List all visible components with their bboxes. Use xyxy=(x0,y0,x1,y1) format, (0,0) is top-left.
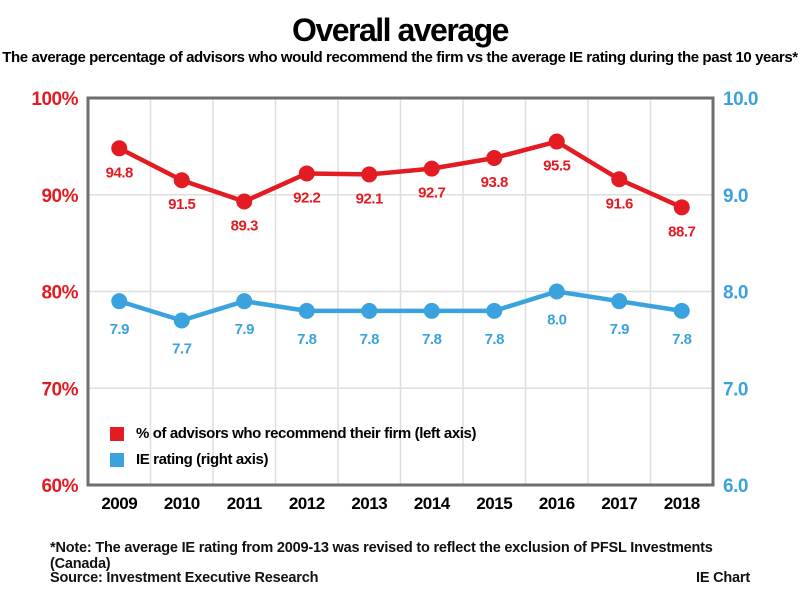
left-axis-tick-label: 60% xyxy=(41,476,78,497)
credit-line: IE Chart xyxy=(696,570,750,586)
blue-series-data-label: 7.9 xyxy=(610,321,630,338)
chart-subtitle: The average percentage of advisors who w… xyxy=(2,49,798,66)
blue-series-data-label: 7.8 xyxy=(422,331,442,348)
right-axis-tick-label: 8.0 xyxy=(723,283,748,304)
legend-label-ie-rating: IE rating (right axis) xyxy=(136,451,269,468)
blue-series-data-label: 7.8 xyxy=(485,331,505,348)
blue-series-marker xyxy=(298,302,315,319)
left-axis-tick-label: 90% xyxy=(41,186,78,207)
red-series-marker xyxy=(611,171,628,188)
blue-series-marker xyxy=(611,293,628,310)
blue-series-data-label: 7.8 xyxy=(672,331,692,348)
blue-series-marker xyxy=(361,302,378,319)
blue-series-data-label: 7.8 xyxy=(297,331,317,348)
left-axis-tick-label: 100% xyxy=(31,89,78,110)
red-series-data-label: 89.3 xyxy=(231,218,258,235)
legend-item-recommend: % of advisors who recommend their firm (… xyxy=(110,425,476,442)
left-axis-tick-label: 70% xyxy=(41,379,78,400)
x-axis-year-label: 2015 xyxy=(476,494,512,513)
source-line: Source: Investment Executive Research xyxy=(50,570,319,586)
red-series-marker xyxy=(423,160,440,177)
blue-series-marker xyxy=(173,312,190,329)
legend-label-recommend: % of advisors who recommend their firm (… xyxy=(136,425,477,442)
x-axis-year-label: 2017 xyxy=(601,494,637,513)
plot-frame xyxy=(86,96,715,487)
blue-series-marker xyxy=(236,293,253,310)
red-series-data-label: 95.5 xyxy=(543,158,570,175)
blue-series-data-label: 7.9 xyxy=(235,321,255,338)
red-series-data-label: 93.8 xyxy=(481,174,508,191)
blue-series-marker xyxy=(548,283,565,300)
right-axis-tick-label: 6.0 xyxy=(723,476,748,497)
right-axis-tick-label: 9.0 xyxy=(723,186,748,207)
red-series-marker xyxy=(486,149,503,166)
footnote: *Note: The average IE rating from 2009-1… xyxy=(50,540,713,572)
x-axis-year-label: 2016 xyxy=(539,494,575,513)
right-axis-tick-label: 7.0 xyxy=(723,379,748,400)
red-series-line xyxy=(117,139,684,210)
blue-series-marker xyxy=(486,302,503,319)
red-series-marker xyxy=(361,166,378,183)
red-series-data-label: 94.8 xyxy=(106,164,133,181)
x-axis-year-label: 2013 xyxy=(351,494,387,513)
x-axis-year-label: 2009 xyxy=(101,494,137,513)
x-axis-year-label: 2018 xyxy=(664,494,700,513)
blue-series-swatch xyxy=(110,452,124,467)
chart-title: Overall average xyxy=(292,12,509,48)
blue-series-data-label: 7.9 xyxy=(110,321,130,338)
x-axis-year-label: 2011 xyxy=(227,494,262,513)
chart-legend: % of advisors who recommend their firm (… xyxy=(110,425,476,468)
x-axis-year-label: 2010 xyxy=(164,494,200,513)
red-series-data-label: 88.7 xyxy=(668,223,695,240)
blue-series-marker xyxy=(423,302,440,319)
red-series-data-label: 92.1 xyxy=(356,190,383,207)
red-series-data-label: 92.2 xyxy=(293,189,320,206)
red-series-swatch xyxy=(110,426,124,441)
left-axis-tick-label: 80% xyxy=(41,283,78,304)
legend-item-ie-rating: IE rating (right axis) xyxy=(110,451,476,468)
red-series-marker xyxy=(673,199,690,216)
blue-series-line xyxy=(117,289,684,323)
red-series-marker xyxy=(236,193,253,210)
red-series-data-label: 92.7 xyxy=(418,185,445,202)
blue-series-data-label: 8.0 xyxy=(547,312,567,329)
red-series-data-label: 91.5 xyxy=(168,196,195,213)
red-series-marker xyxy=(111,140,128,157)
blue-series-data-label: 7.8 xyxy=(360,331,380,348)
red-series-marker xyxy=(173,172,190,189)
red-series-marker xyxy=(548,133,565,150)
blue-series-data-label: 7.7 xyxy=(172,341,192,358)
x-axis-year-label: 2012 xyxy=(289,494,325,513)
x-axis-year-label: 2014 xyxy=(414,494,451,513)
red-series-data-label: 91.6 xyxy=(606,195,633,212)
red-series-marker xyxy=(298,165,315,182)
blue-series-marker xyxy=(673,302,690,319)
right-axis-tick-label: 10.0 xyxy=(723,89,758,110)
blue-series-marker xyxy=(111,293,128,310)
